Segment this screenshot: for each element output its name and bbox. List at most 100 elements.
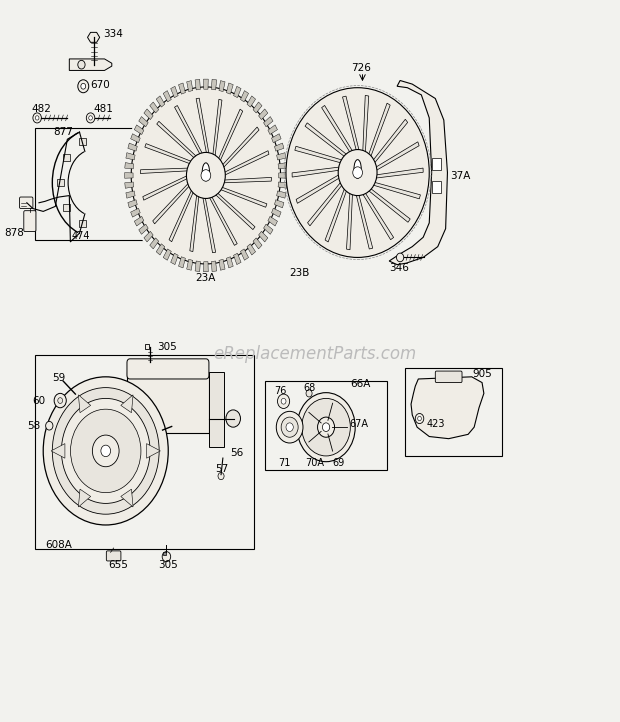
Polygon shape xyxy=(195,79,200,90)
Polygon shape xyxy=(126,191,135,198)
Polygon shape xyxy=(259,109,268,120)
Circle shape xyxy=(54,393,66,408)
Polygon shape xyxy=(216,186,267,207)
Polygon shape xyxy=(135,217,144,226)
Text: 67A: 67A xyxy=(350,419,368,430)
Polygon shape xyxy=(140,168,192,173)
Polygon shape xyxy=(226,257,233,268)
Polygon shape xyxy=(219,259,225,270)
Polygon shape xyxy=(190,190,200,251)
Circle shape xyxy=(71,409,141,492)
Polygon shape xyxy=(125,182,134,188)
Text: 482: 482 xyxy=(31,104,51,114)
Polygon shape xyxy=(268,217,278,226)
Polygon shape xyxy=(363,95,369,157)
Circle shape xyxy=(226,410,241,427)
Polygon shape xyxy=(241,249,249,260)
Circle shape xyxy=(78,61,85,69)
Text: 58: 58 xyxy=(27,421,40,431)
Polygon shape xyxy=(131,134,140,143)
Circle shape xyxy=(322,423,330,432)
Polygon shape xyxy=(175,105,205,158)
Polygon shape xyxy=(213,190,255,230)
Text: 69: 69 xyxy=(332,458,344,468)
Polygon shape xyxy=(253,238,262,249)
Text: 878: 878 xyxy=(4,228,24,238)
Text: 70A: 70A xyxy=(306,458,325,468)
Text: 346: 346 xyxy=(389,263,409,272)
Polygon shape xyxy=(264,116,273,127)
Polygon shape xyxy=(275,200,284,208)
Polygon shape xyxy=(342,96,360,155)
Polygon shape xyxy=(295,147,346,164)
Text: 305: 305 xyxy=(157,342,177,352)
Polygon shape xyxy=(51,443,65,458)
Circle shape xyxy=(297,393,355,461)
Text: 670: 670 xyxy=(91,80,110,90)
FancyBboxPatch shape xyxy=(20,197,33,209)
Text: 877: 877 xyxy=(53,127,73,137)
Circle shape xyxy=(418,417,422,421)
Polygon shape xyxy=(125,162,134,169)
Polygon shape xyxy=(203,261,208,271)
Text: 23B: 23B xyxy=(289,269,309,278)
Polygon shape xyxy=(211,79,217,90)
Polygon shape xyxy=(411,377,484,439)
Polygon shape xyxy=(128,200,137,208)
Polygon shape xyxy=(139,116,148,127)
Polygon shape xyxy=(207,193,237,245)
Polygon shape xyxy=(277,152,286,160)
Circle shape xyxy=(278,394,290,409)
Circle shape xyxy=(86,113,95,123)
Polygon shape xyxy=(219,81,225,92)
Circle shape xyxy=(338,149,377,196)
Polygon shape xyxy=(247,96,255,107)
Polygon shape xyxy=(153,180,192,224)
Polygon shape xyxy=(121,395,133,413)
Polygon shape xyxy=(234,87,241,97)
Polygon shape xyxy=(373,142,419,173)
FancyBboxPatch shape xyxy=(24,211,36,232)
Circle shape xyxy=(286,87,429,258)
Polygon shape xyxy=(156,96,165,107)
FancyBboxPatch shape xyxy=(63,204,70,212)
Polygon shape xyxy=(144,231,153,242)
Polygon shape xyxy=(211,261,217,271)
FancyBboxPatch shape xyxy=(432,181,441,193)
Circle shape xyxy=(281,417,298,438)
Circle shape xyxy=(353,167,363,178)
Polygon shape xyxy=(131,208,140,217)
Polygon shape xyxy=(372,168,423,178)
Polygon shape xyxy=(187,81,193,92)
Polygon shape xyxy=(221,151,269,177)
Polygon shape xyxy=(371,119,408,166)
Circle shape xyxy=(52,388,159,514)
Polygon shape xyxy=(278,182,287,188)
Polygon shape xyxy=(150,238,159,249)
Circle shape xyxy=(89,116,92,120)
Polygon shape xyxy=(370,181,420,199)
Polygon shape xyxy=(126,152,135,160)
Polygon shape xyxy=(234,253,241,264)
Ellipse shape xyxy=(202,163,210,180)
Polygon shape xyxy=(367,103,390,161)
Circle shape xyxy=(101,445,110,456)
Polygon shape xyxy=(241,91,249,102)
Circle shape xyxy=(277,412,303,443)
Circle shape xyxy=(92,435,119,466)
Circle shape xyxy=(46,422,53,430)
Text: 56: 56 xyxy=(230,448,244,458)
Text: 905: 905 xyxy=(472,369,492,379)
Circle shape xyxy=(187,152,225,199)
Polygon shape xyxy=(195,261,200,271)
Polygon shape xyxy=(264,224,273,235)
Circle shape xyxy=(281,399,286,404)
Polygon shape xyxy=(170,253,178,264)
Polygon shape xyxy=(389,81,448,265)
Polygon shape xyxy=(163,249,171,260)
Polygon shape xyxy=(360,189,394,240)
Polygon shape xyxy=(219,178,272,183)
Polygon shape xyxy=(196,98,210,158)
Text: 23A: 23A xyxy=(195,274,215,283)
Circle shape xyxy=(286,423,293,432)
